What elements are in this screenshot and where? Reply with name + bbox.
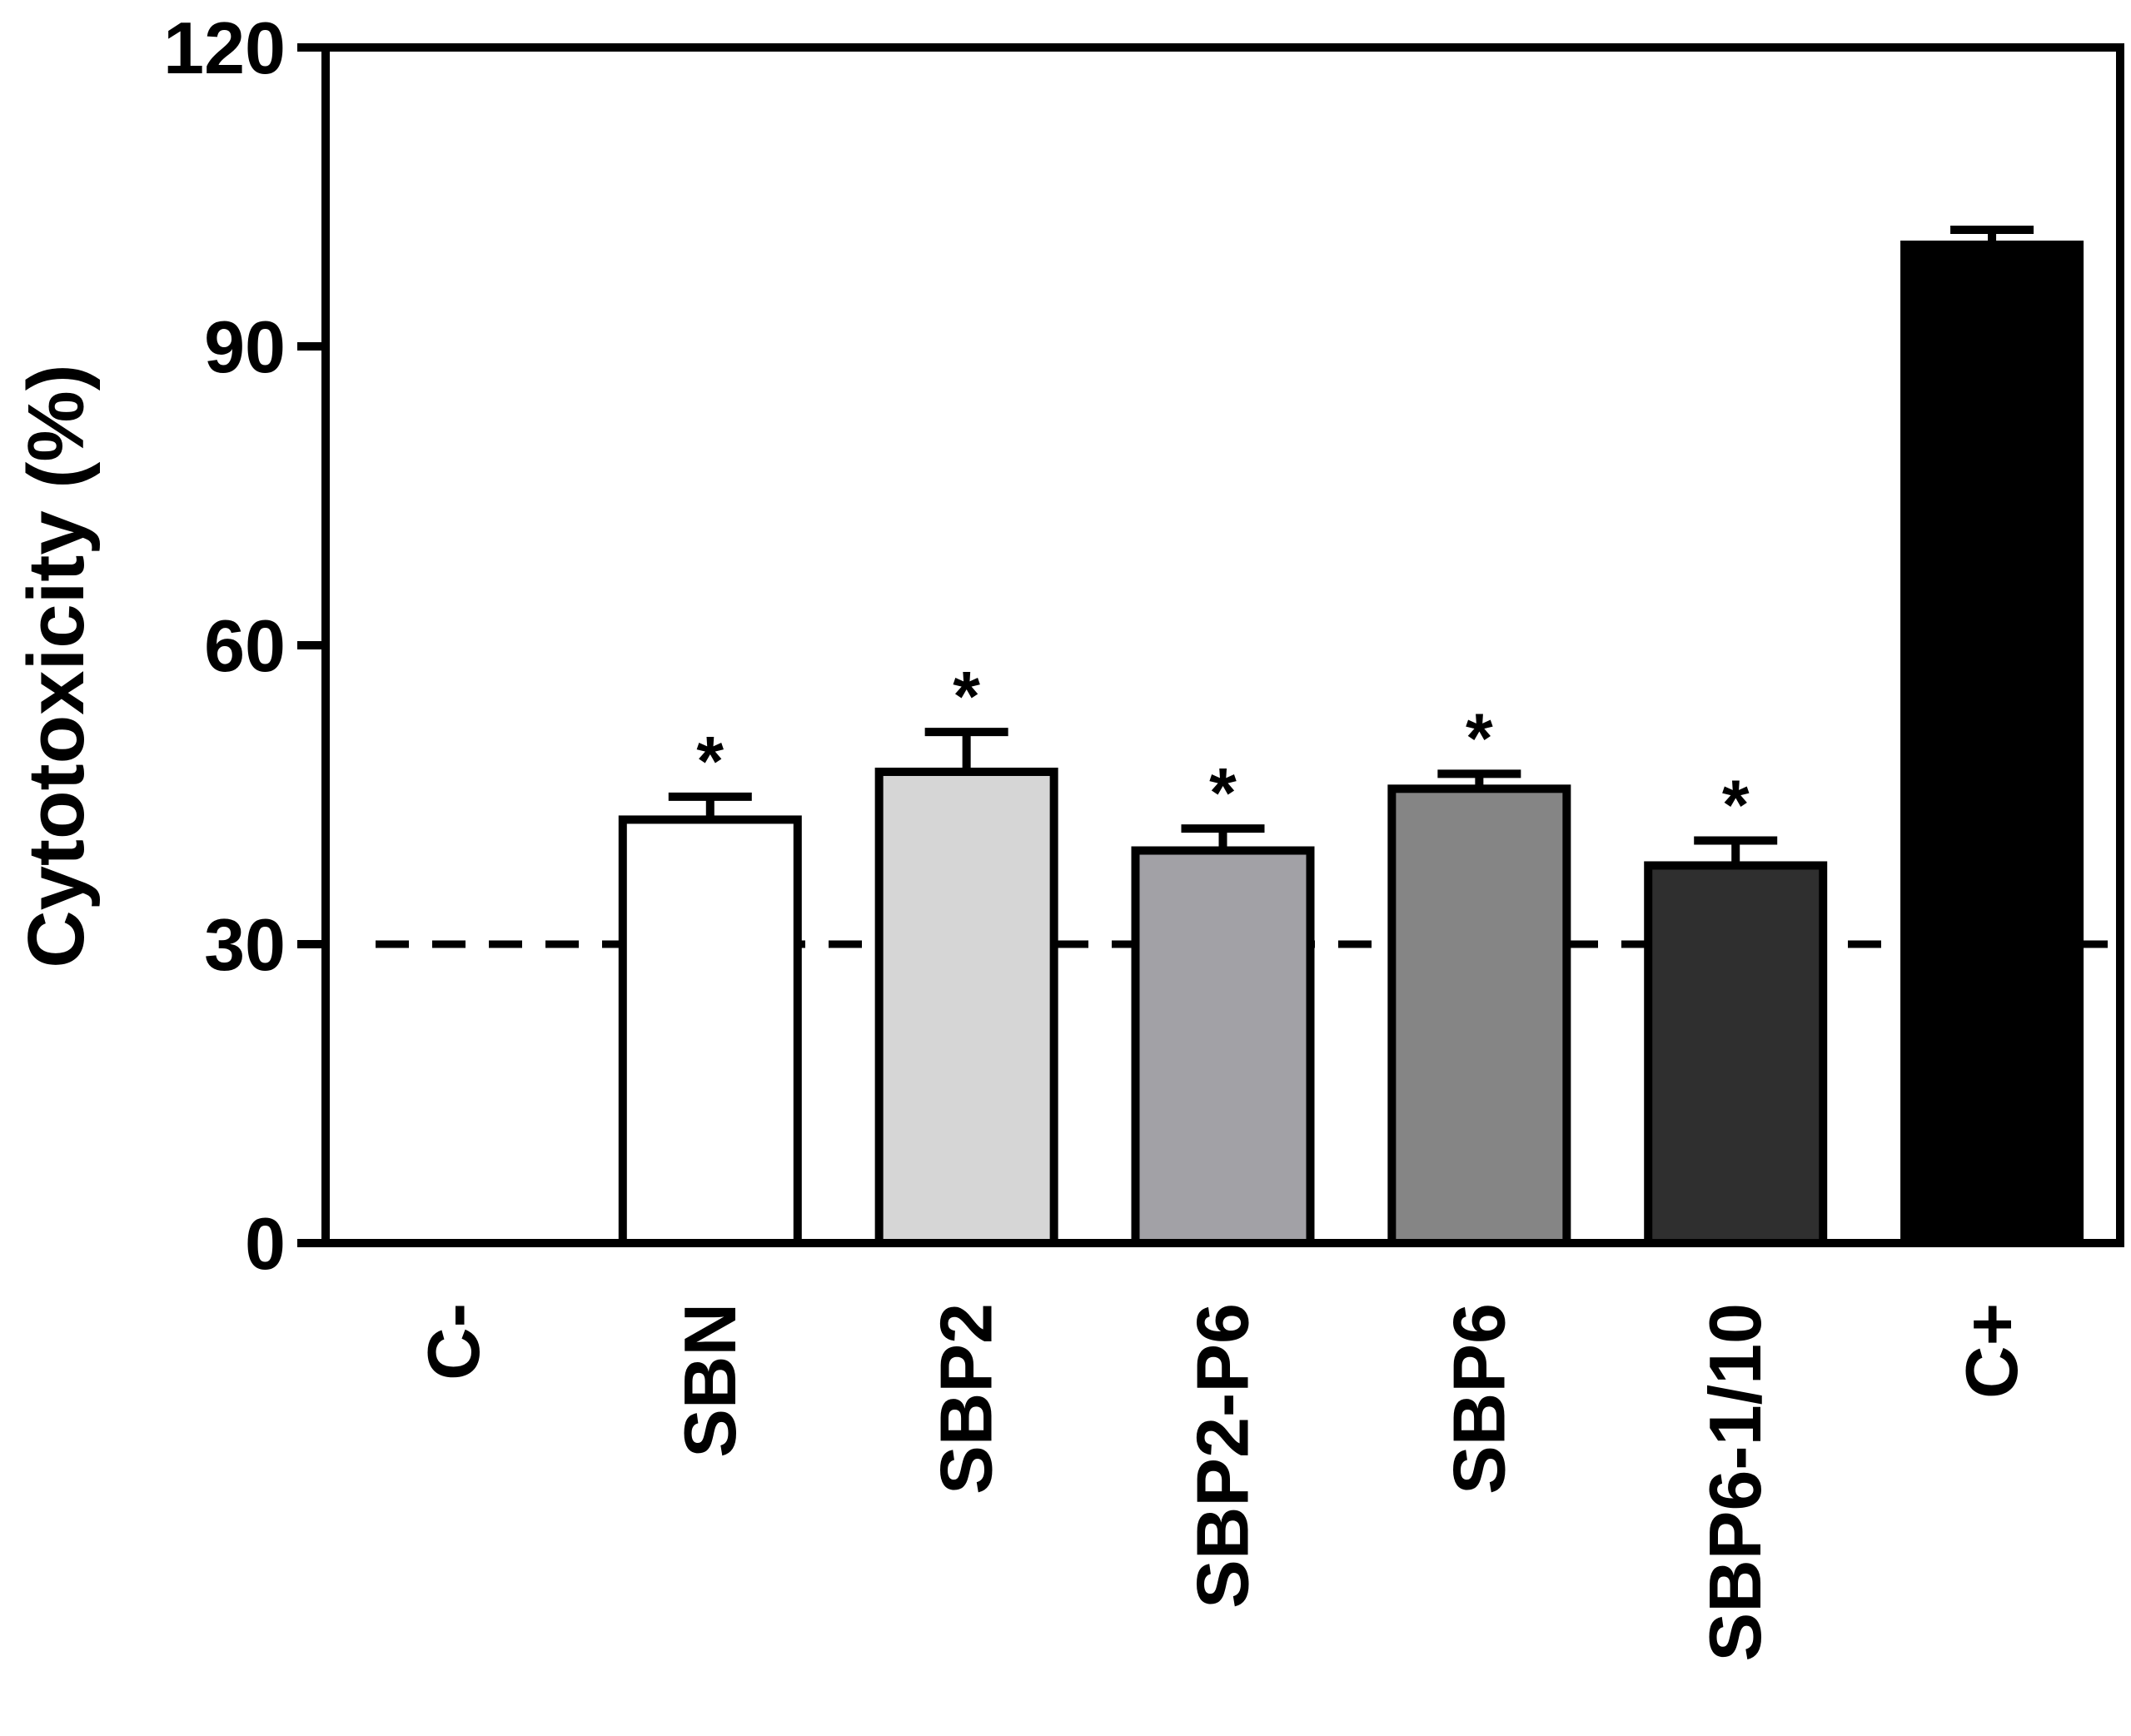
bar-c- <box>1900 240 2084 1248</box>
bar-sbp2 <box>874 767 1058 1247</box>
bar-sbp6-1-10 <box>1644 861 1828 1248</box>
x-tick-label: C- <box>412 1303 495 1380</box>
significance-marker: * <box>696 722 724 800</box>
x-tick-label: SBN <box>669 1303 751 1458</box>
x-tick-label: SBP2-P6 <box>1182 1303 1264 1609</box>
bar-sbp6 <box>1387 784 1571 1247</box>
significance-marker: * <box>953 657 980 735</box>
y-tick-label: 60 <box>204 604 286 687</box>
y-tick-label: 90 <box>204 306 286 388</box>
bar-sbn <box>618 815 802 1248</box>
x-axis-labels: C- SBN SBP2 SBP2-P6 SBP6 SBP6-1/10 C+ <box>412 1303 2033 1661</box>
y-tick-label: 120 <box>163 7 286 89</box>
y-tick-label: 30 <box>204 903 286 986</box>
x-tick-label: SBP6-1/10 <box>1694 1303 1776 1661</box>
x-tick-label: SBP6 <box>1437 1303 1520 1495</box>
significance-marker: * <box>1722 766 1750 844</box>
significance-marker: * <box>1209 754 1237 832</box>
y-tick-label: 0 <box>245 1202 286 1285</box>
plot-area: * * * * * <box>321 43 2124 1248</box>
y-axis-label: Cytotoxicity (%) <box>12 364 101 967</box>
significance-marker: * <box>1466 699 1493 777</box>
x-tick-label: SBP2 <box>925 1303 1008 1495</box>
x-tick-label: C+ <box>1950 1303 2033 1399</box>
y-axis-ticks: 0 30 60 90 120 <box>163 7 326 1285</box>
bar-sbp2-p6 <box>1131 846 1315 1247</box>
